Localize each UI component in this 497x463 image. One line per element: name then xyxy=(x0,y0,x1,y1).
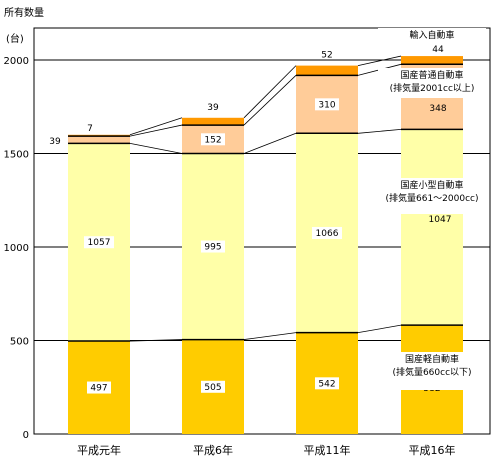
connector-line xyxy=(243,132,297,154)
y-tick-label: 1000 xyxy=(4,243,29,254)
legend-note-title: 国産軽自動車 xyxy=(405,353,459,365)
x-tick-label: 平成6年 xyxy=(193,443,233,457)
value-label: 52 xyxy=(321,51,332,61)
bar-segment xyxy=(68,136,130,144)
connector-line xyxy=(129,339,183,342)
value-label-box xyxy=(312,226,342,239)
value-label: 7 xyxy=(87,124,93,134)
value-label-box xyxy=(84,236,114,249)
legend-note-subtitle: (排気量2001cc以上) xyxy=(390,82,475,94)
x-tick-label: 平成11年 xyxy=(304,443,351,457)
legend-note-bg xyxy=(378,28,486,42)
bar-segment xyxy=(296,65,358,76)
legend-note-title: 国産小型自動車 xyxy=(400,179,463,191)
legend-note-bg xyxy=(378,68,486,98)
bar-segment xyxy=(401,129,463,326)
value-label-box xyxy=(315,377,339,390)
value-label: 1057 xyxy=(88,238,111,248)
value-label-box xyxy=(315,98,339,111)
value-label: 39 xyxy=(207,103,219,113)
value-label-box xyxy=(201,380,225,393)
connector-line xyxy=(129,117,183,136)
connector-line xyxy=(243,65,297,119)
value-label-box xyxy=(201,240,225,253)
legend-note-title: 国産普通自動車 xyxy=(400,69,463,81)
y-tick-label: 1500 xyxy=(4,150,29,161)
value-label: 348 xyxy=(429,104,446,114)
connector-line xyxy=(243,75,297,126)
value-label: 152 xyxy=(204,135,221,145)
value-label: 310 xyxy=(318,100,335,110)
connector-line xyxy=(129,143,183,154)
connector-line xyxy=(243,332,297,340)
chart-title: 所有数量 xyxy=(4,6,44,19)
legend-note-bg xyxy=(378,178,486,214)
y-axis-label: (台) xyxy=(6,32,24,45)
value-label-box xyxy=(201,133,225,146)
bar-segment xyxy=(182,117,244,126)
connector-line xyxy=(129,124,183,137)
bar-segment xyxy=(401,56,463,65)
value-label: 44 xyxy=(432,45,444,55)
x-tick-label: 平成16年 xyxy=(409,443,456,457)
legend-note-title: 輸入自動車 xyxy=(409,29,454,41)
legend-note-subtitle: (排気量660cc以下) xyxy=(392,366,471,378)
x-tick-label: 平成元年 xyxy=(77,443,121,457)
legend-note-bg xyxy=(378,352,486,390)
value-label: 39 xyxy=(49,137,61,147)
value-label: 1066 xyxy=(316,229,339,239)
connector-line xyxy=(357,55,402,67)
y-tick-label: 2000 xyxy=(4,56,29,67)
value-label: 1047 xyxy=(429,215,452,225)
connector-line xyxy=(357,128,402,134)
value-label: 995 xyxy=(204,243,221,253)
plot-frame xyxy=(33,27,491,435)
value-label-box xyxy=(87,381,111,394)
connector-line xyxy=(357,324,402,334)
legend-note-subtitle: (排気量661～2000cc) xyxy=(385,192,478,204)
value-label: 505 xyxy=(204,383,221,393)
y-tick-label: 500 xyxy=(10,337,29,348)
value-label: 497 xyxy=(90,384,107,394)
value-label: 542 xyxy=(318,379,335,389)
y-tick-label: 0 xyxy=(23,430,29,441)
